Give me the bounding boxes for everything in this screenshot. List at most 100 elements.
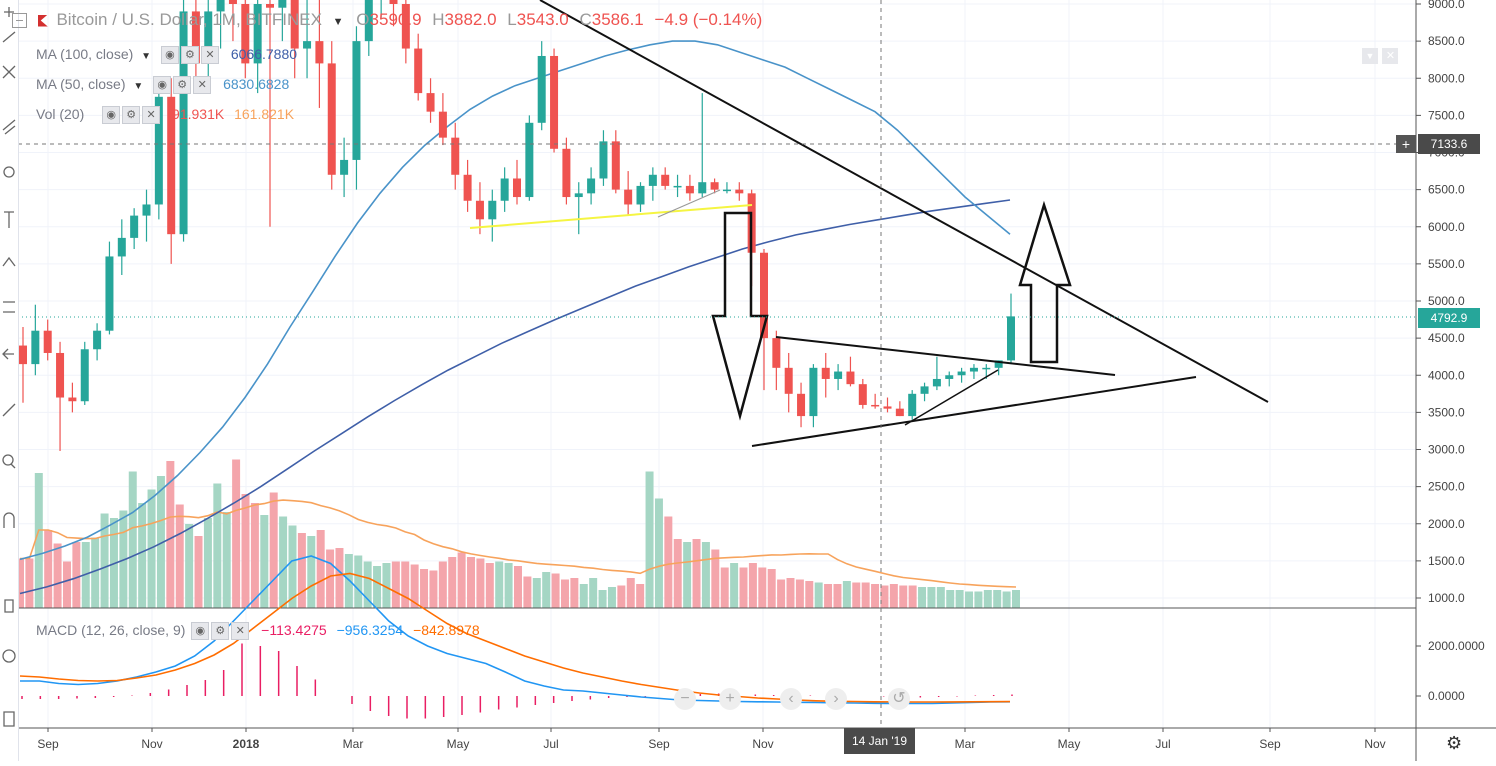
channel-tool-icon	[2, 119, 16, 135]
volume-bar	[777, 579, 786, 608]
volume-bar	[551, 573, 560, 608]
candle-body	[228, 0, 237, 5]
candle-body	[1007, 316, 1015, 361]
candle-body	[56, 352, 65, 398]
candle-body	[957, 371, 966, 376]
gear-icon[interactable]: ⚙	[180, 46, 199, 65]
eye-icon[interactable]: ◉	[160, 46, 179, 65]
chevron-down-icon[interactable]: ▼	[133, 81, 144, 92]
candle-body	[80, 349, 89, 402]
price-tick-label: 3000.0	[1428, 443, 1465, 457]
time-tick-label: 2018	[233, 737, 260, 751]
volume-bar	[748, 563, 757, 608]
volume-bar	[1012, 590, 1020, 608]
close-icon[interactable]: ✕	[1382, 48, 1399, 64]
ma50-line	[19, 40, 1011, 561]
chevron-right-icon[interactable]: ›	[825, 688, 847, 710]
candle-body	[809, 367, 818, 417]
volume-legend[interactable]: Vol (20) ◉ ⚙ ✕ 91.931K 161.821K	[36, 106, 294, 125]
minus-icon[interactable]: −	[674, 688, 696, 710]
candle-body	[179, 11, 188, 235]
time-tick-label: Mar	[343, 737, 364, 751]
square-minus-icon[interactable]	[12, 13, 27, 29]
volume-bar	[354, 555, 363, 608]
ma50-legend[interactable]: MA (50, close) ▼ ◉ ⚙ ✕ 6830.6828	[36, 76, 289, 95]
toolbar-icons[interactable]	[0, 0, 18, 761]
volume-bar	[936, 587, 945, 608]
volume-bar	[880, 585, 889, 608]
macd-legend-signal-value: −842.8978	[413, 622, 480, 638]
price-tick-label: 5500.0	[1428, 257, 1465, 271]
symbol-title: Bitcoin / U.S. Dollar, 1M, BITFINEX	[56, 10, 322, 29]
volume-bar	[485, 563, 494, 608]
volume-bar	[993, 590, 1002, 608]
volume-bar	[297, 533, 306, 608]
chevron-down-icon[interactable]: ▼	[332, 16, 344, 28]
gear-icon[interactable]: ⚙	[211, 622, 230, 641]
volume-bar	[420, 569, 429, 608]
pane-controls[interactable]: ▼ ✕	[1362, 46, 1399, 64]
volume-bar	[918, 587, 927, 608]
time-tick-label: Nov	[752, 737, 773, 751]
price-tick-label: 6000.0	[1428, 220, 1465, 234]
volume-bar	[814, 582, 823, 608]
gear-icon[interactable]: ⚙	[1446, 733, 1463, 753]
low-label: L	[507, 10, 517, 29]
volume-bar	[476, 558, 485, 608]
candle-body	[68, 397, 77, 402]
candle-body	[167, 96, 176, 235]
chevron-down-icon[interactable]: ▼	[1362, 48, 1378, 64]
close-icon[interactable]: ✕	[200, 46, 219, 65]
plus-icon[interactable]: +	[719, 688, 741, 710]
volume-bar	[683, 542, 692, 608]
close-icon[interactable]: ✕	[193, 76, 212, 95]
volume-bar	[147, 489, 156, 608]
open-value: 3590.9	[369, 10, 422, 29]
eye-icon[interactable]: ◉	[191, 622, 210, 641]
ma100-legend[interactable]: MA (100, close) ▼ ◉ ⚙ ✕ 6066.7880	[36, 46, 297, 65]
zoom-icon	[2, 454, 14, 466]
candle-body	[451, 137, 460, 175]
small-trendline	[657, 189, 721, 218]
volume-bar	[100, 513, 109, 608]
volume-bar	[645, 471, 654, 608]
lock-icon	[4, 599, 14, 613]
reset-icon[interactable]: ↺	[888, 688, 910, 710]
candle-body	[191, 11, 200, 64]
gear-icon[interactable]: ⚙	[173, 76, 192, 95]
eye-icon[interactable]: ◉	[153, 76, 172, 95]
candle-body	[266, 4, 274, 8]
volume-bar	[730, 563, 739, 608]
volume-bar	[786, 578, 795, 608]
chevron-left-icon[interactable]: ‹	[780, 688, 802, 710]
volume-bar	[307, 536, 316, 608]
time-tick-label: Sep	[1259, 737, 1281, 751]
close-icon[interactable]: ✕	[142, 106, 161, 125]
plus-icon[interactable]: +	[1396, 135, 1416, 153]
volume-bar	[607, 587, 616, 608]
volume-bar	[908, 585, 917, 608]
chevron-down-icon[interactable]: ▼	[141, 51, 152, 62]
candle-body	[908, 393, 917, 417]
candle-body	[438, 111, 447, 138]
volume-bars	[16, 459, 1020, 608]
macd-legend[interactable]: MACD (12, 26, close, 9) ◉ ⚙ ✕ −113.4275 −9…	[36, 622, 480, 641]
eye-icon[interactable]: ◉	[102, 106, 121, 125]
volume-bar	[965, 591, 974, 608]
volume-bar	[250, 503, 259, 608]
volume-bar	[288, 525, 297, 608]
volume-bar	[720, 567, 729, 608]
candle-body	[401, 4, 410, 49]
crosshair-date-tag: 14 Jan '19	[844, 728, 916, 754]
volume-bar	[636, 584, 645, 608]
volume-bar	[889, 584, 898, 608]
change-value: −4.9 (−0.14%)	[654, 10, 763, 29]
symbol-header: Bitcoin / U.S. Dollar, 1M, BITFINEX ▼ O3…	[12, 10, 762, 30]
volume-legend-value: 91.931K	[172, 106, 225, 122]
volume-bar	[739, 567, 748, 608]
gear-icon[interactable]: ⚙	[122, 106, 141, 125]
volume-bar	[711, 549, 720, 608]
close-icon[interactable]: ✕	[231, 622, 250, 641]
ma100-line	[19, 199, 1011, 595]
